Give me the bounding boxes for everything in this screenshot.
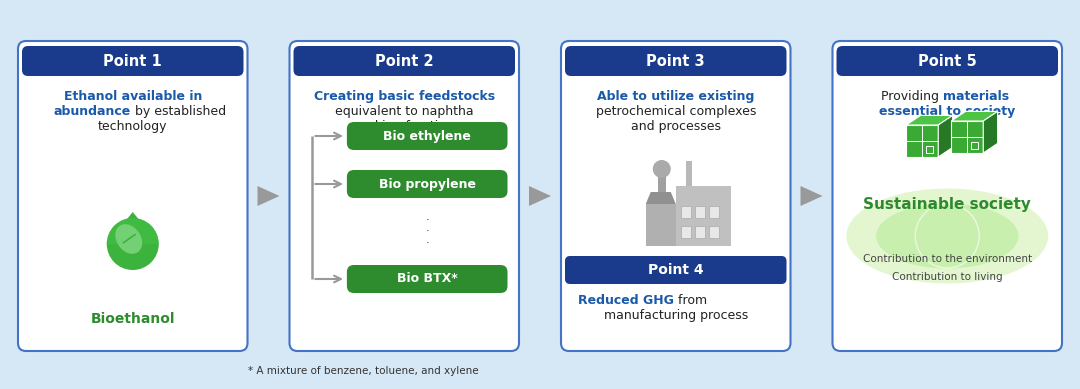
FancyBboxPatch shape (833, 41, 1062, 351)
Text: Able to utilize existing: Able to utilize existing (597, 90, 755, 103)
Polygon shape (939, 116, 953, 157)
Polygon shape (529, 186, 551, 206)
FancyBboxPatch shape (837, 46, 1058, 76)
Text: ·
·
·: · · · (426, 215, 429, 248)
FancyBboxPatch shape (561, 41, 791, 351)
FancyBboxPatch shape (294, 46, 515, 76)
FancyBboxPatch shape (289, 41, 519, 351)
Text: Contribution to the environment: Contribution to the environment (863, 254, 1031, 264)
Text: cracking fractions: cracking fractions (348, 120, 460, 133)
Wedge shape (107, 218, 159, 244)
Text: Reduced GHG: Reduced GHG (578, 294, 674, 307)
Bar (686, 161, 692, 186)
FancyBboxPatch shape (347, 265, 508, 293)
Text: Point 3: Point 3 (647, 54, 705, 68)
Polygon shape (800, 186, 823, 206)
Text: from: from (674, 294, 707, 307)
Bar (646, 204, 676, 246)
Polygon shape (646, 192, 676, 204)
Text: manufacturing process: manufacturing process (604, 309, 747, 322)
Text: equivalent to naphtha: equivalent to naphtha (335, 105, 473, 118)
Text: technology: technology (98, 120, 167, 133)
Bar (708, 226, 719, 238)
Bar (680, 226, 691, 238)
Bar (951, 121, 983, 153)
FancyBboxPatch shape (347, 170, 508, 198)
Bar (708, 206, 719, 218)
Polygon shape (983, 111, 998, 153)
FancyBboxPatch shape (565, 256, 786, 284)
FancyBboxPatch shape (18, 41, 247, 351)
Ellipse shape (652, 160, 671, 178)
Text: by established: by established (131, 105, 226, 118)
Bar (906, 125, 939, 157)
Text: Creating basic feedstocks: Creating basic feedstocks (313, 90, 495, 103)
Polygon shape (257, 186, 280, 206)
Text: abundance: abundance (54, 105, 131, 118)
Text: Bioethanol: Bioethanol (91, 312, 175, 326)
Ellipse shape (876, 203, 1018, 268)
Text: Bio ethylene: Bio ethylene (383, 130, 471, 142)
Bar (926, 146, 933, 154)
Circle shape (107, 218, 159, 270)
Text: * A mixture of benzene, toluene, and xylene: * A mixture of benzene, toluene, and xyl… (248, 366, 478, 376)
Text: Bio propylene: Bio propylene (379, 177, 475, 191)
Text: Point 4: Point 4 (648, 263, 703, 277)
Bar (680, 206, 691, 218)
Text: Contribution to living: Contribution to living (892, 272, 1002, 282)
Bar (694, 206, 705, 218)
Text: Bio BTX*: Bio BTX* (396, 273, 458, 286)
Text: Sustainable society: Sustainable society (863, 196, 1031, 212)
Polygon shape (906, 116, 953, 125)
Text: and processes: and processes (631, 120, 720, 133)
Text: Providing: Providing (881, 90, 943, 103)
FancyBboxPatch shape (347, 122, 508, 150)
Text: Ethanol available in: Ethanol available in (64, 90, 202, 103)
Bar (676, 186, 731, 246)
Text: Point 1: Point 1 (104, 54, 162, 68)
Text: Point 2: Point 2 (375, 54, 433, 68)
Polygon shape (107, 212, 159, 244)
Text: materials: materials (943, 90, 1010, 103)
Ellipse shape (847, 189, 1049, 284)
FancyBboxPatch shape (22, 46, 243, 76)
Bar (694, 226, 705, 238)
Bar (658, 169, 665, 204)
Text: Point 5: Point 5 (918, 54, 976, 68)
Bar (971, 142, 977, 149)
Text: petrochemical complexes: petrochemical complexes (595, 105, 756, 118)
Polygon shape (951, 111, 998, 121)
Ellipse shape (116, 224, 143, 254)
FancyBboxPatch shape (565, 46, 786, 76)
Text: essential to society: essential to society (879, 105, 1015, 118)
